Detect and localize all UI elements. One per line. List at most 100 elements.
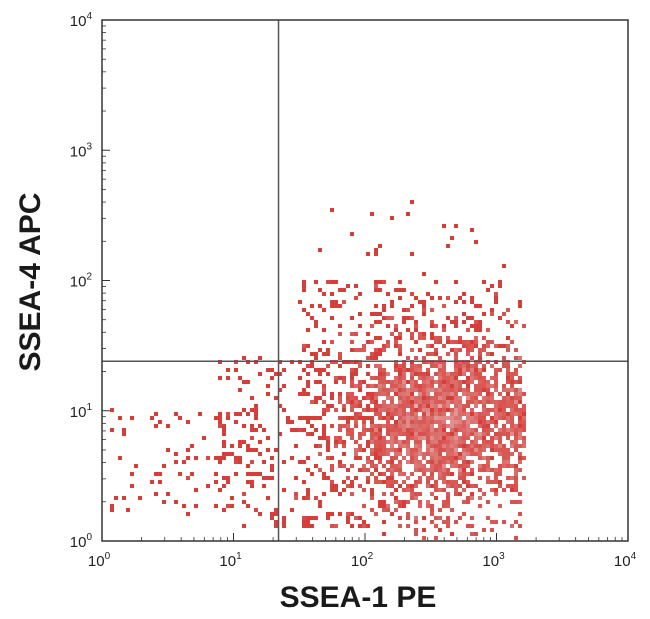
event-bin: [330, 488, 334, 492]
event-bin: [434, 484, 438, 488]
event-bin: [442, 424, 446, 428]
event-bin: [498, 472, 502, 476]
event-bin: [478, 448, 482, 452]
event-bin: [470, 420, 474, 424]
event-bin: [370, 396, 374, 400]
event-bin: [314, 496, 318, 500]
event-bin: [502, 432, 506, 436]
event-bin: [434, 392, 438, 396]
event-bin: [442, 364, 446, 368]
event-bin: [378, 440, 382, 444]
event-bin: [458, 400, 462, 404]
event-bin: [350, 404, 354, 408]
event-bin: [406, 524, 410, 528]
event-bin: [338, 392, 342, 396]
event-bin: [358, 456, 362, 460]
event-bin: [494, 296, 498, 300]
event-bin: [390, 428, 394, 432]
event-bin: [158, 472, 162, 476]
event-bin: [446, 444, 450, 448]
event-bin: [378, 428, 382, 432]
event-bin: [518, 456, 522, 460]
event-bin: [422, 464, 426, 468]
event-bin: [506, 368, 510, 372]
event-bin: [370, 436, 374, 440]
event-bin: [510, 464, 514, 468]
event-bin: [406, 404, 410, 408]
event-bin: [414, 444, 418, 448]
event-bin: [514, 380, 518, 384]
event-bin: [454, 224, 458, 228]
event-bin: [238, 456, 242, 460]
event-bin: [282, 520, 286, 524]
event-bin: [302, 388, 306, 392]
event-bin: [422, 304, 426, 308]
event-bin: [338, 288, 342, 292]
event-bin: [486, 360, 490, 364]
event-bin: [394, 420, 398, 424]
event-bin: [474, 368, 478, 372]
event-bin: [474, 420, 478, 424]
event-bin: [394, 368, 398, 372]
event-bin: [386, 480, 390, 484]
event-bin: [462, 344, 466, 348]
event-bin: [458, 472, 462, 476]
event-bin: [306, 456, 310, 460]
event-bin: [434, 468, 438, 472]
event-bin: [338, 428, 342, 432]
event-bin: [426, 408, 430, 412]
event-bin: [318, 436, 322, 440]
event-bin: [470, 440, 474, 444]
event-bin: [430, 512, 434, 516]
event-bin: [422, 356, 426, 360]
event-bin: [330, 316, 334, 320]
event-bin: [450, 484, 454, 488]
event-bin: [450, 428, 454, 432]
event-bin: [402, 432, 406, 436]
event-bin: [458, 408, 462, 412]
event-bin: [362, 408, 366, 412]
event-bin: [506, 396, 510, 400]
event-bin: [390, 460, 394, 464]
event-bin: [478, 488, 482, 492]
event-bin: [478, 380, 482, 384]
event-bin: [370, 448, 374, 452]
event-bin: [450, 460, 454, 464]
event-bin: [454, 360, 458, 364]
event-bin: [502, 356, 506, 360]
event-bin: [374, 288, 378, 292]
event-bin: [330, 524, 334, 528]
event-bin: [422, 536, 426, 540]
event-bin: [462, 412, 466, 416]
event-bin: [386, 468, 390, 472]
event-bin: [482, 424, 486, 428]
event-bin: [514, 372, 518, 376]
event-bin: [398, 420, 402, 424]
event-bin: [346, 476, 350, 480]
event-bin: [382, 440, 386, 444]
event-bin: [414, 480, 418, 484]
event-bin: [226, 480, 230, 484]
event-bin: [430, 332, 434, 336]
event-bin: [390, 332, 394, 336]
event-bin: [250, 396, 254, 400]
event-bin: [422, 384, 426, 388]
event-bin: [382, 380, 386, 384]
event-bin: [438, 528, 442, 532]
event-bin: [410, 364, 414, 368]
event-bin: [422, 400, 426, 404]
event-bin: [330, 396, 334, 400]
event-bin: [206, 484, 210, 488]
event-bin: [442, 416, 446, 420]
event-bin: [498, 280, 502, 284]
event-bin: [518, 492, 522, 496]
event-bin: [398, 396, 402, 400]
event-bin: [502, 488, 506, 492]
event-bin: [214, 472, 218, 476]
event-bin: [398, 500, 402, 504]
event-bin: [422, 408, 426, 412]
event-bin: [414, 404, 418, 408]
event-bin: [302, 460, 306, 464]
event-bin: [366, 252, 370, 256]
event-bin: [474, 364, 478, 368]
